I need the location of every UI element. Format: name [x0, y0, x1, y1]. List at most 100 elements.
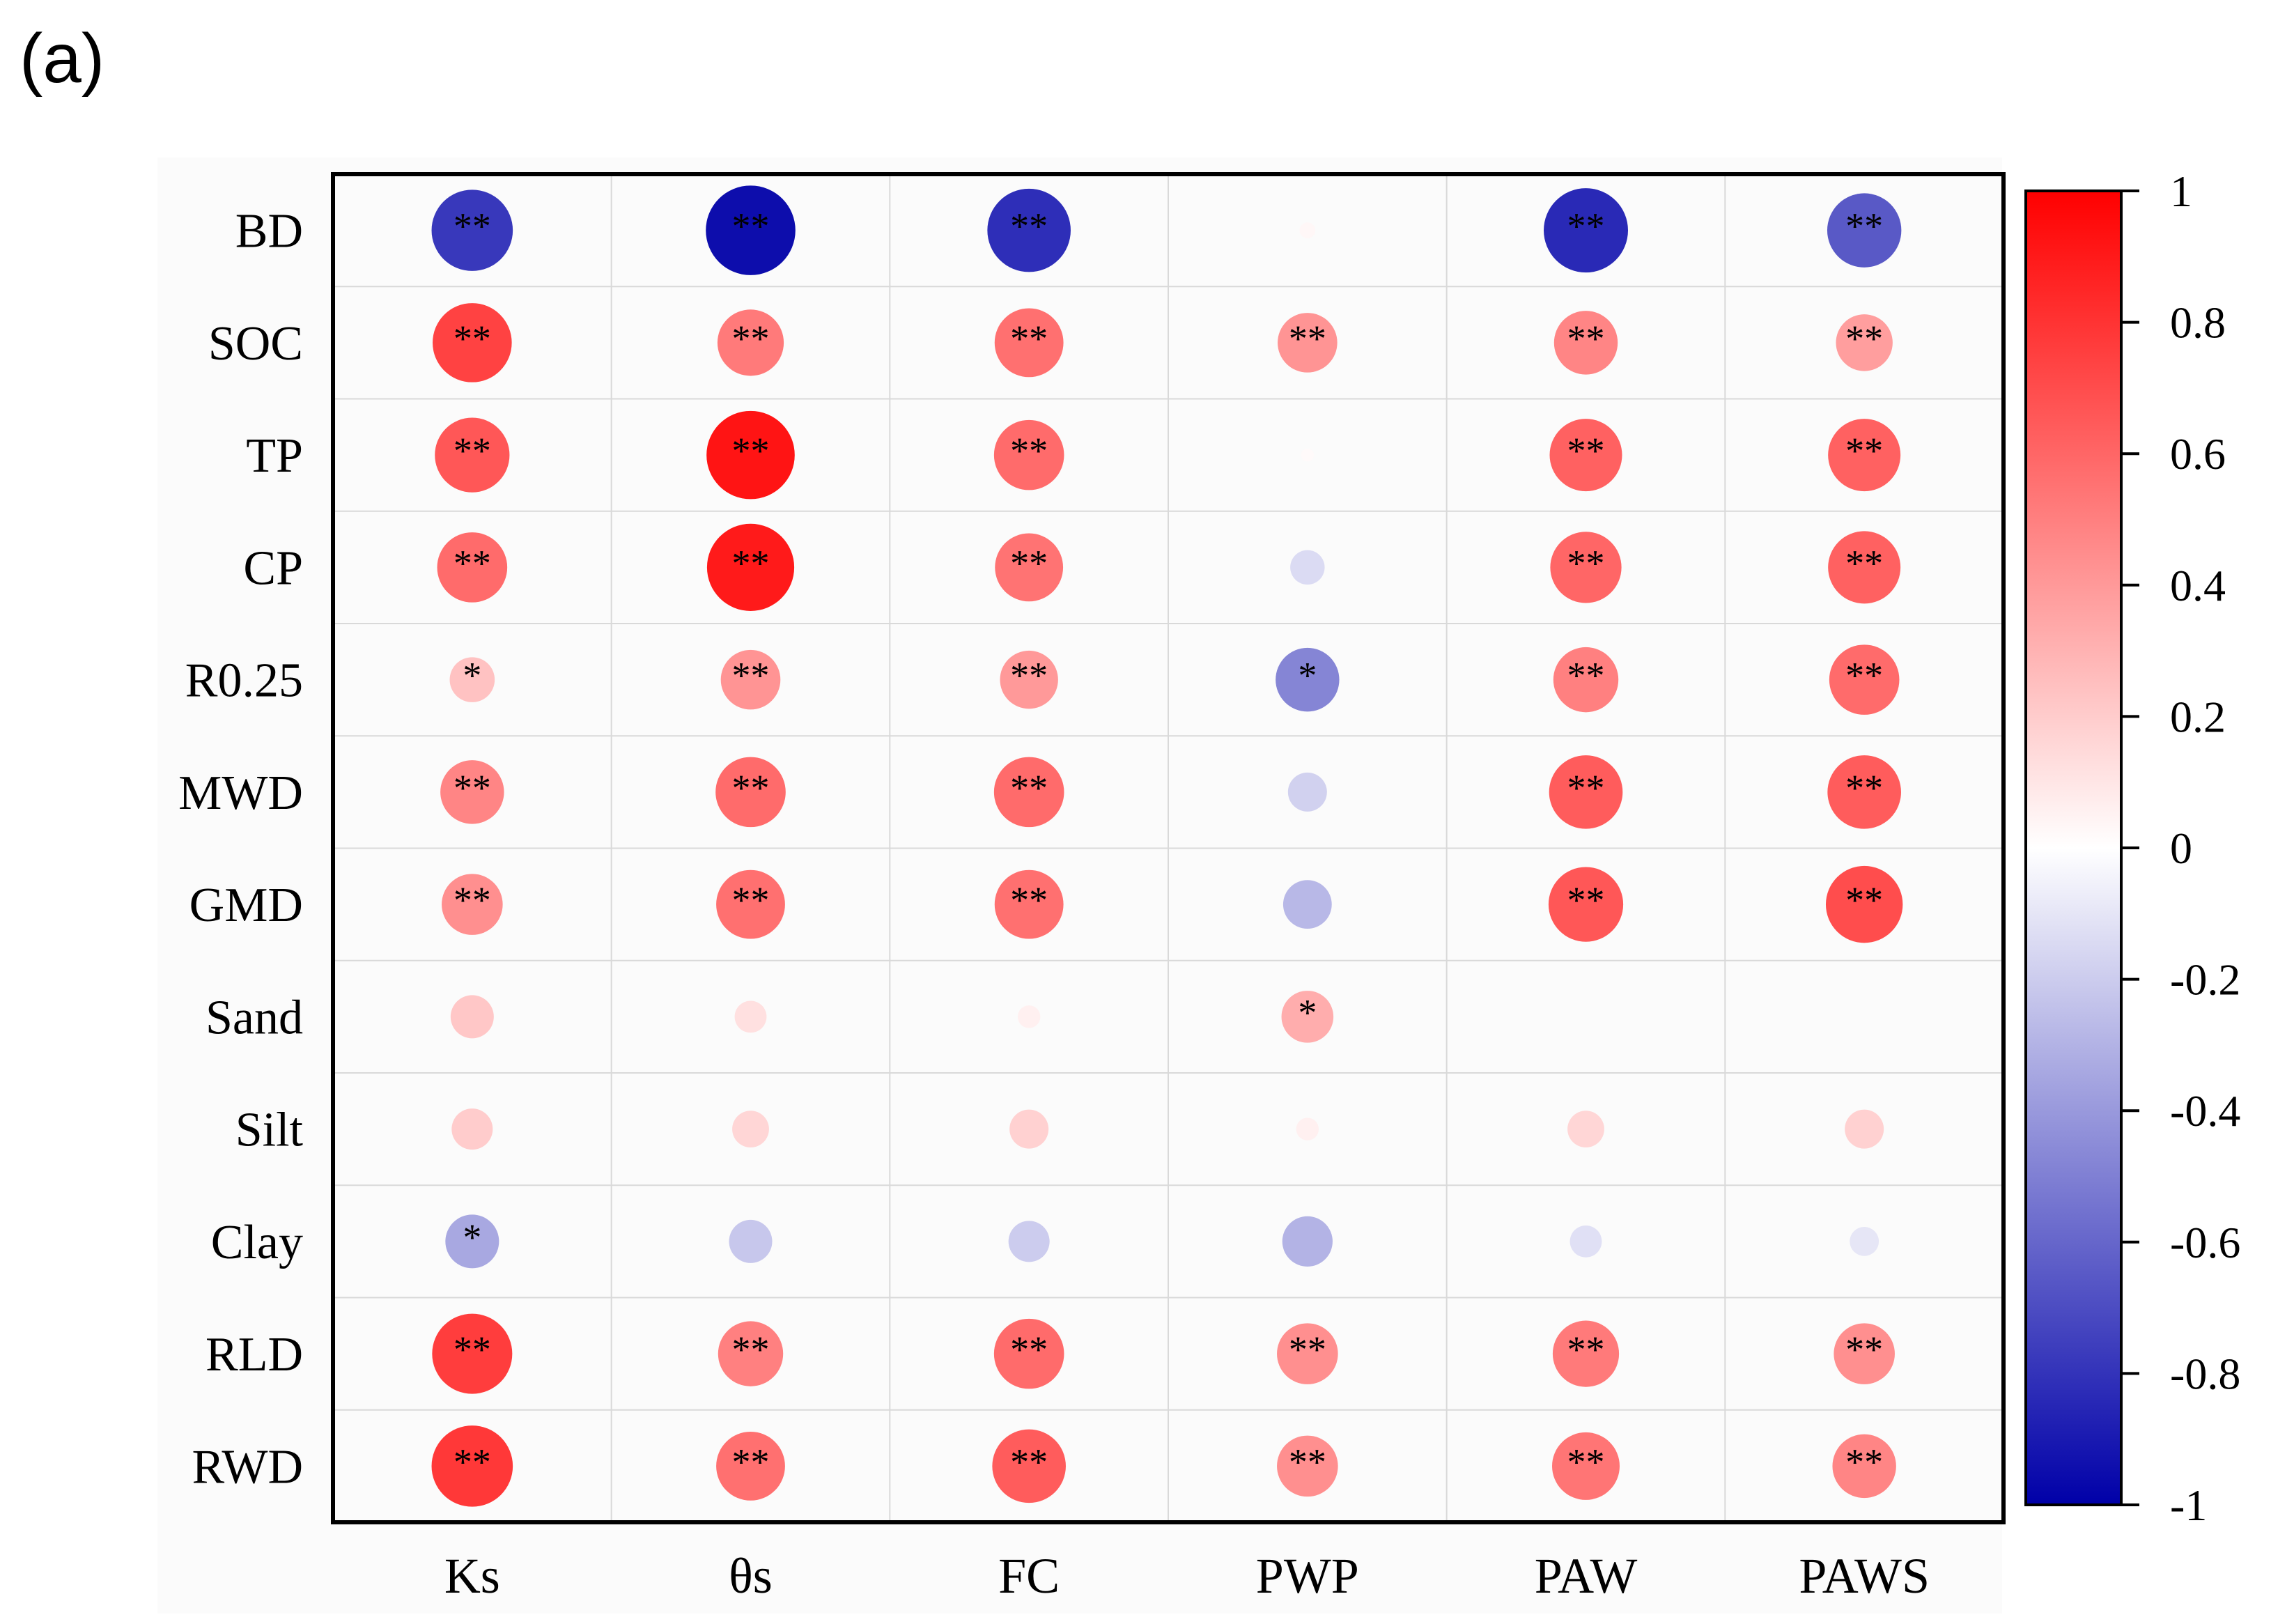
correlation-circle-Silt-FC: [1009, 1109, 1049, 1149]
correlation-circle-Clay-FC: [1008, 1221, 1050, 1262]
colorbar-tick-label: 1: [2170, 167, 2192, 216]
correlation-circle-RLD-PAW: [1552, 1320, 1620, 1387]
significance-mark: **: [1567, 1441, 1605, 1483]
correlation-circle-Clay-PAW: [1569, 1225, 1602, 1258]
panel-label: (a): [20, 20, 104, 98]
significance-mark: **: [1845, 318, 1883, 359]
significance-mark: **: [1010, 1329, 1048, 1370]
significance-mark: **: [1567, 1329, 1605, 1370]
correlation-circle-MWD-PAWS: [1827, 755, 1901, 829]
significance-mark: **: [1010, 318, 1048, 359]
row-label-MWD: MWD: [178, 766, 303, 820]
correlation-circle-Sand-PWP: [1281, 991, 1334, 1043]
significance-mark: **: [1845, 655, 1883, 697]
correlation-circle-R0.25-θs: [720, 649, 781, 710]
column-label-5: PAWS: [1799, 1548, 1930, 1604]
correlation-circle-GMD-FC: [994, 869, 1064, 939]
column-label-1: θs: [729, 1548, 773, 1604]
correlation-circle-GMD-PAW: [1548, 867, 1624, 942]
correlation-circle-MWD-Ks: [440, 760, 504, 824]
row-label-RWD: RWD: [192, 1440, 303, 1494]
correlation-circle-Silt-θs: [732, 1111, 769, 1148]
significance-mark: **: [454, 430, 491, 472]
correlation-circle-TP-PAWS: [1828, 419, 1901, 492]
correlation-circle-RWD-FC: [992, 1429, 1066, 1503]
correlation-circle-GMD-Ks: [442, 874, 503, 935]
significance-mark: **: [454, 318, 491, 359]
row-label-Silt: Silt: [235, 1104, 304, 1157]
correlation-circle-CP-PAWS: [1828, 531, 1901, 604]
colorbar-tick-label: 0: [2170, 823, 2192, 873]
correlation-circle-CP-PAW: [1550, 532, 1622, 603]
significance-mark: *: [463, 1216, 481, 1258]
colorbar-ticks: 1 0.8 0.6 0.4 0.2 0 -0.2 -0.4 -0.6 -0.8 -1: [2121, 167, 2240, 1530]
correlation-circle-CP-FC: [995, 533, 1064, 602]
correlation-circle-Silt-PWP: [1296, 1118, 1319, 1140]
significance-mark: **: [732, 542, 770, 584]
colorbar-tick-label: 0.4: [2170, 561, 2226, 610]
significance-mark: *: [1298, 991, 1317, 1033]
significance-mark: **: [1567, 542, 1605, 584]
significance-mark: **: [1010, 542, 1048, 584]
significance-mark: **: [732, 1329, 770, 1370]
significance-mark: **: [732, 318, 770, 359]
colorbar-tick-label: -1: [2170, 1480, 2207, 1530]
significance-mark: **: [1289, 1329, 1326, 1370]
correlation-circle-BD-Ks: [431, 190, 513, 271]
correlation-circle-Sand-Ks: [450, 995, 494, 1039]
plot-frame: [331, 172, 2006, 1524]
significance-mark: **: [732, 767, 770, 809]
significance-mark: **: [732, 879, 770, 921]
correlation-circle-RWD-PAWS: [1832, 1434, 1896, 1499]
correlation-circle-CP-θs: [706, 523, 795, 611]
correlation-circle-MWD-PWP: [1287, 772, 1327, 812]
row-label-CP: CP: [243, 541, 303, 595]
correlation-circle-Silt-PAW: [1567, 1111, 1604, 1148]
column-label-0: Ks: [444, 1548, 500, 1604]
correlation-circle-RWD-PWP: [1277, 1435, 1338, 1497]
correlation-circle-RLD-PWP: [1277, 1323, 1338, 1384]
significance-mark: **: [1567, 206, 1605, 247]
correlation-circle-BD-θs: [706, 185, 796, 275]
correlation-circle-TP-PWP: [1301, 448, 1315, 462]
row-label-Sand: Sand: [206, 991, 303, 1044]
correlation-circle-Sand-FC: [1017, 1005, 1041, 1028]
row-label-TP: TP: [246, 429, 303, 483]
significance-mark: **: [1010, 206, 1048, 247]
correlation-circle-R0.25-Ks: [449, 657, 495, 702]
correlation-circles: [431, 185, 1903, 1507]
significance-mark: **: [1845, 1441, 1883, 1483]
correlation-circle-RLD-θs: [718, 1321, 784, 1386]
row-label-SOC: SOC: [208, 317, 303, 371]
correlation-circle-RLD-Ks: [432, 1313, 513, 1394]
correlation-circle-BD-PAW: [1544, 188, 1628, 273]
significance-mark: **: [454, 1441, 491, 1483]
correlation-circle-RLD-PAWS: [1834, 1323, 1895, 1384]
significance-mark: **: [1010, 1441, 1048, 1483]
significance-mark: **: [1567, 318, 1605, 359]
correlation-circle-TP-FC: [993, 419, 1064, 490]
correlation-circle-CP-PWP: [1290, 550, 1325, 585]
colorbar-tick-label: 0.6: [2170, 429, 2226, 479]
significance-mark: **: [1289, 1441, 1326, 1483]
significance-mark: **: [1010, 655, 1048, 697]
correlation-circle-R0.25-PWP: [1276, 647, 1340, 712]
correlation-circle-SOC-Ks: [433, 303, 512, 382]
correlation-circle-MWD-θs: [715, 757, 786, 828]
row-label-BD: BD: [235, 205, 303, 258]
correlation-circle-TP-Ks: [435, 417, 510, 493]
correlation-circle-Clay-Ks: [445, 1214, 499, 1269]
correlation-circle-R0.25-PAWS: [1829, 644, 1900, 715]
correlation-circle-SOC-PAW: [1553, 311, 1618, 375]
significance-mark: **: [1845, 206, 1883, 247]
significance-mark: **: [732, 206, 770, 247]
significance-mark: **: [1845, 1329, 1883, 1370]
correlation-circle-CP-Ks: [437, 532, 508, 603]
significance-mark: **: [1567, 767, 1605, 809]
significance-mark: *: [1298, 655, 1317, 697]
correlation-circle-MWD-PAW: [1549, 755, 1623, 829]
significance-mark: **: [1289, 318, 1326, 359]
significance-mark: **: [1567, 879, 1605, 921]
row-label-RLD: RLD: [206, 1328, 303, 1382]
correlation-circle-RLD-FC: [993, 1318, 1064, 1389]
